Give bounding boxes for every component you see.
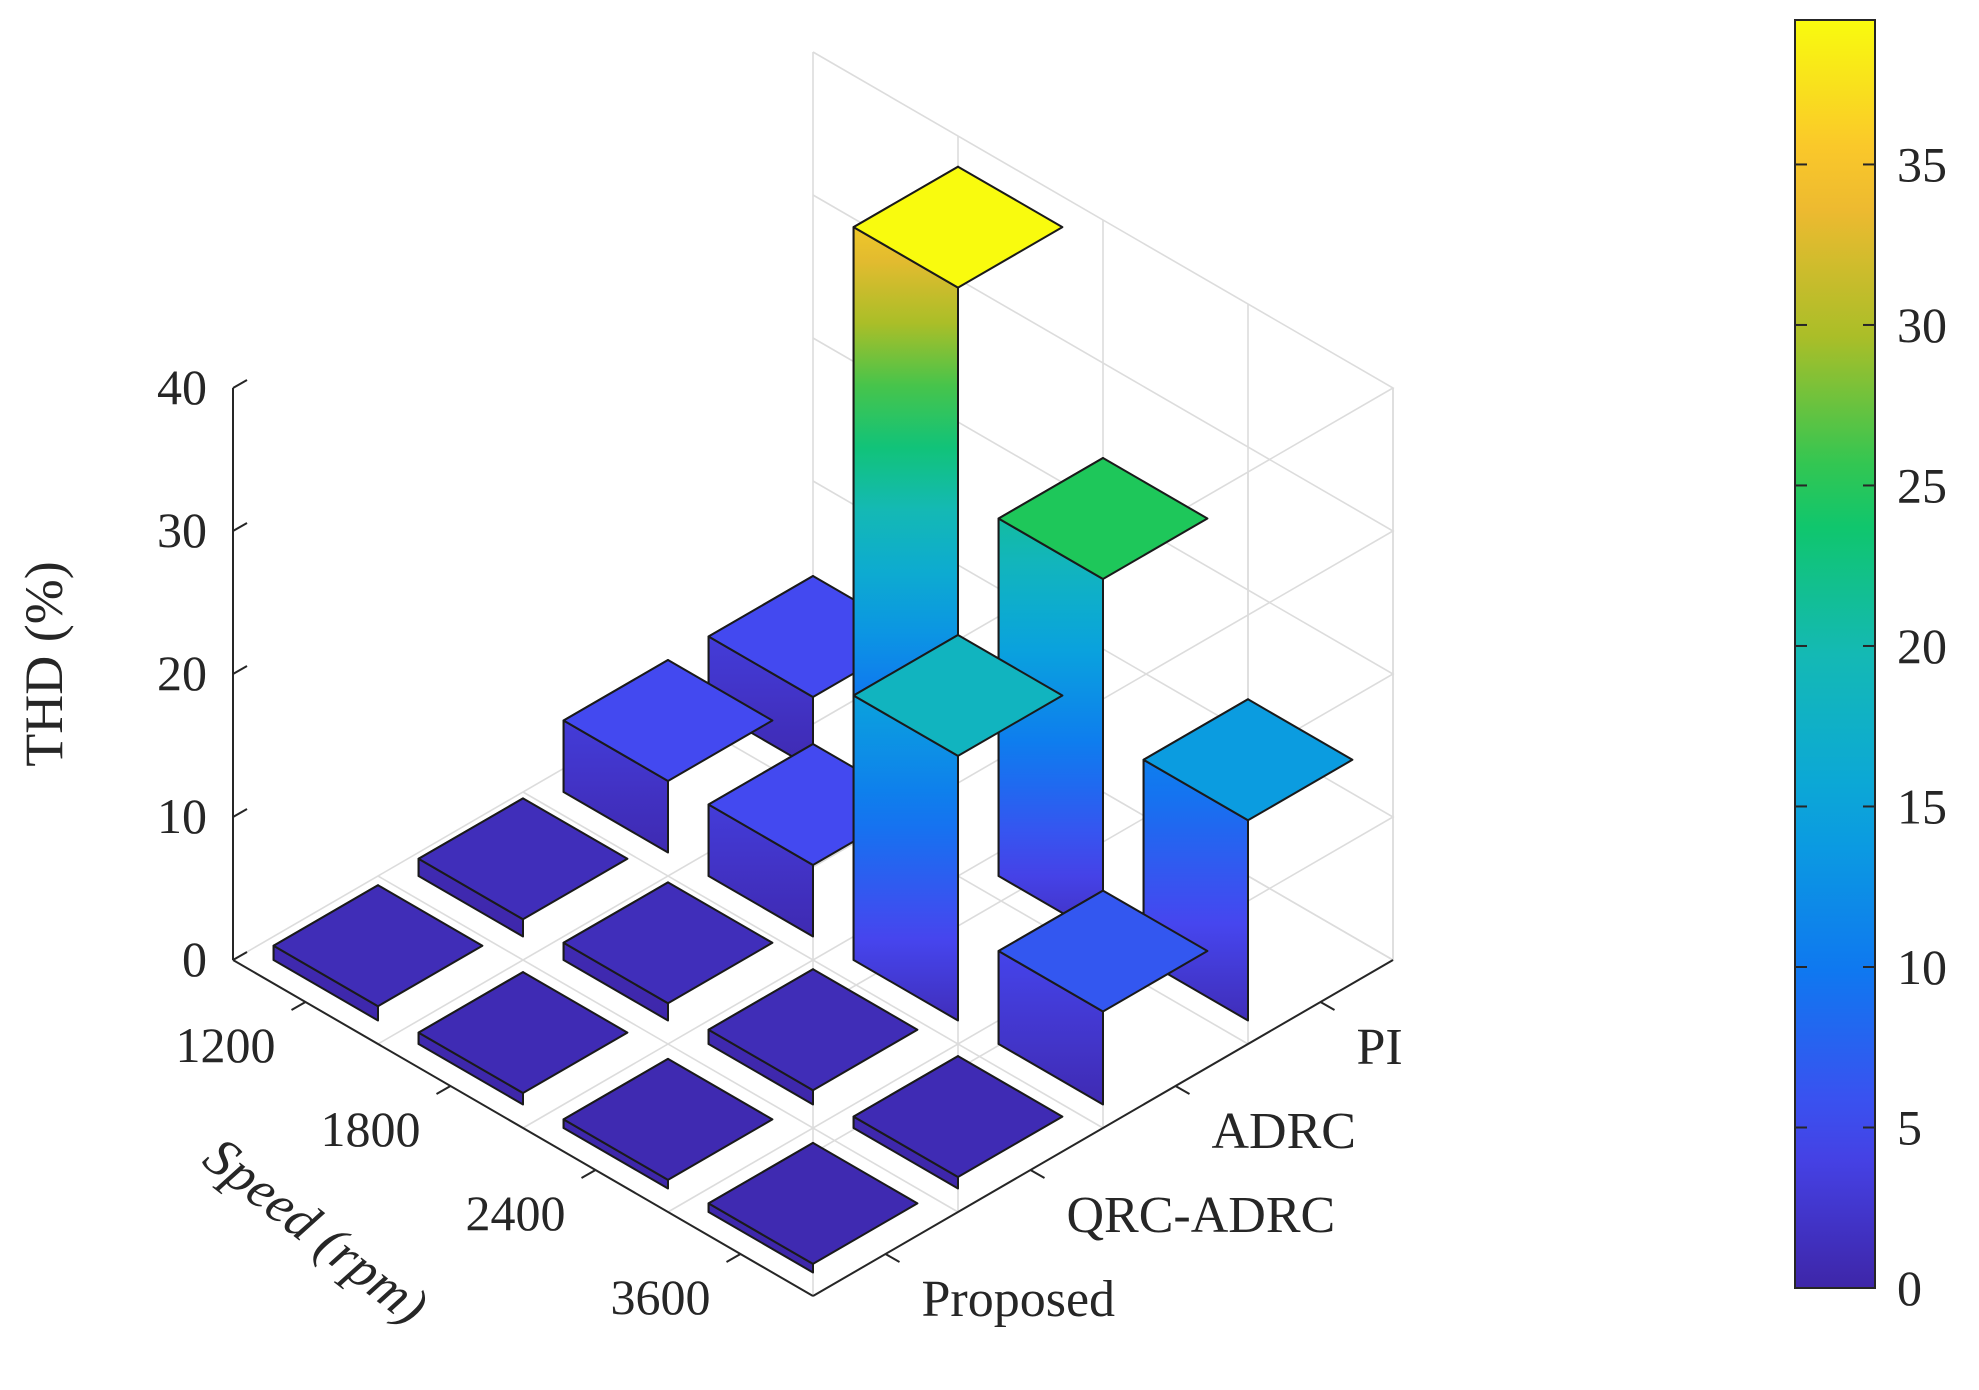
- z-tick-label: 0: [182, 931, 207, 987]
- colorbar-ticks: 0 5 10 15 20 25 30 35: [1795, 136, 1947, 1316]
- colorbar-tick-label: 20: [1897, 618, 1947, 674]
- z-tick-label: 40: [157, 359, 207, 415]
- z-tick-label: 10: [157, 788, 207, 844]
- method-tick-mark: [1030, 1169, 1045, 1179]
- x-axis-label: Speed (rpm): [193, 1125, 439, 1336]
- speed-tick-label: 3600: [611, 1269, 711, 1325]
- colorbar-tick-label: 30: [1897, 297, 1947, 353]
- bar-qrc-adrc-1200: [417, 797, 629, 938]
- bars-group: [272, 165, 1354, 1274]
- bar-qrc-adrc-3600: [852, 1055, 1064, 1190]
- bar-proposed-1800: [417, 971, 629, 1106]
- z-tick-label: 30: [157, 502, 207, 558]
- colorbar-tick-label: 10: [1897, 939, 1947, 995]
- method-tick-mark: [1320, 1001, 1335, 1011]
- speed-tick-label: 1200: [176, 1017, 276, 1073]
- z-tick-mark: [232, 379, 248, 389]
- bar-qrc-adrc-2400: [707, 968, 919, 1106]
- speed-tick-mark: [436, 1085, 451, 1095]
- speed-tick-label: 2400: [466, 1185, 566, 1241]
- speed-tick-mark: [726, 1253, 741, 1263]
- colorbar-gradient: [1794, 19, 1876, 1289]
- speed-tick-mark: [581, 1169, 596, 1179]
- bar-adrc-2400: [852, 634, 1064, 1022]
- bar-proposed-3600: [707, 1141, 919, 1274]
- colorbar: 0 5 10 15 20 25 30 35: [1794, 19, 1947, 1316]
- method-tick-mark: [1175, 1085, 1190, 1095]
- bar-proposed-1200: [272, 884, 484, 1022]
- bar-proposed-2400: [562, 1057, 774, 1190]
- method-tick-label: ADRC: [1212, 1103, 1356, 1160]
- z-tick-mark: [232, 665, 248, 675]
- z-tick-mark: [232, 808, 248, 818]
- bar-pi-3600: [1142, 698, 1354, 1022]
- z-tick-mark: [232, 522, 248, 532]
- bar-adrc-3600: [997, 889, 1209, 1106]
- z-tick-label: 20: [157, 645, 207, 701]
- speed-axis-ticks: 1200 1800 2400 3600: [176, 1001, 741, 1325]
- z-tick-mark: [232, 951, 248, 961]
- method-tick-label: Proposed: [922, 1271, 1116, 1328]
- bar-qrc-adrc-1800: [562, 881, 774, 1022]
- colorbar-tick-label: 5: [1897, 1099, 1922, 1155]
- method-tick-label: QRC-ADRC: [1067, 1187, 1336, 1244]
- z-axis-label: THD (%): [14, 561, 74, 766]
- colorbar-tick-label: 15: [1897, 778, 1947, 834]
- colorbar-tick-label: 35: [1897, 136, 1947, 192]
- method-tick-mark: [885, 1253, 900, 1263]
- speed-tick-label: 1800: [321, 1101, 421, 1157]
- method-tick-label: PI: [1357, 1019, 1403, 1076]
- bar-adrc-1200: [562, 659, 774, 854]
- speed-tick-mark: [291, 1001, 306, 1011]
- colorbar-tick-label: 25: [1897, 457, 1947, 513]
- colorbar-tick-label: 0: [1897, 1260, 1922, 1316]
- bar-pi-2400: [997, 457, 1209, 938]
- z-axis-ticks: 0 10 20 30 40: [157, 359, 248, 987]
